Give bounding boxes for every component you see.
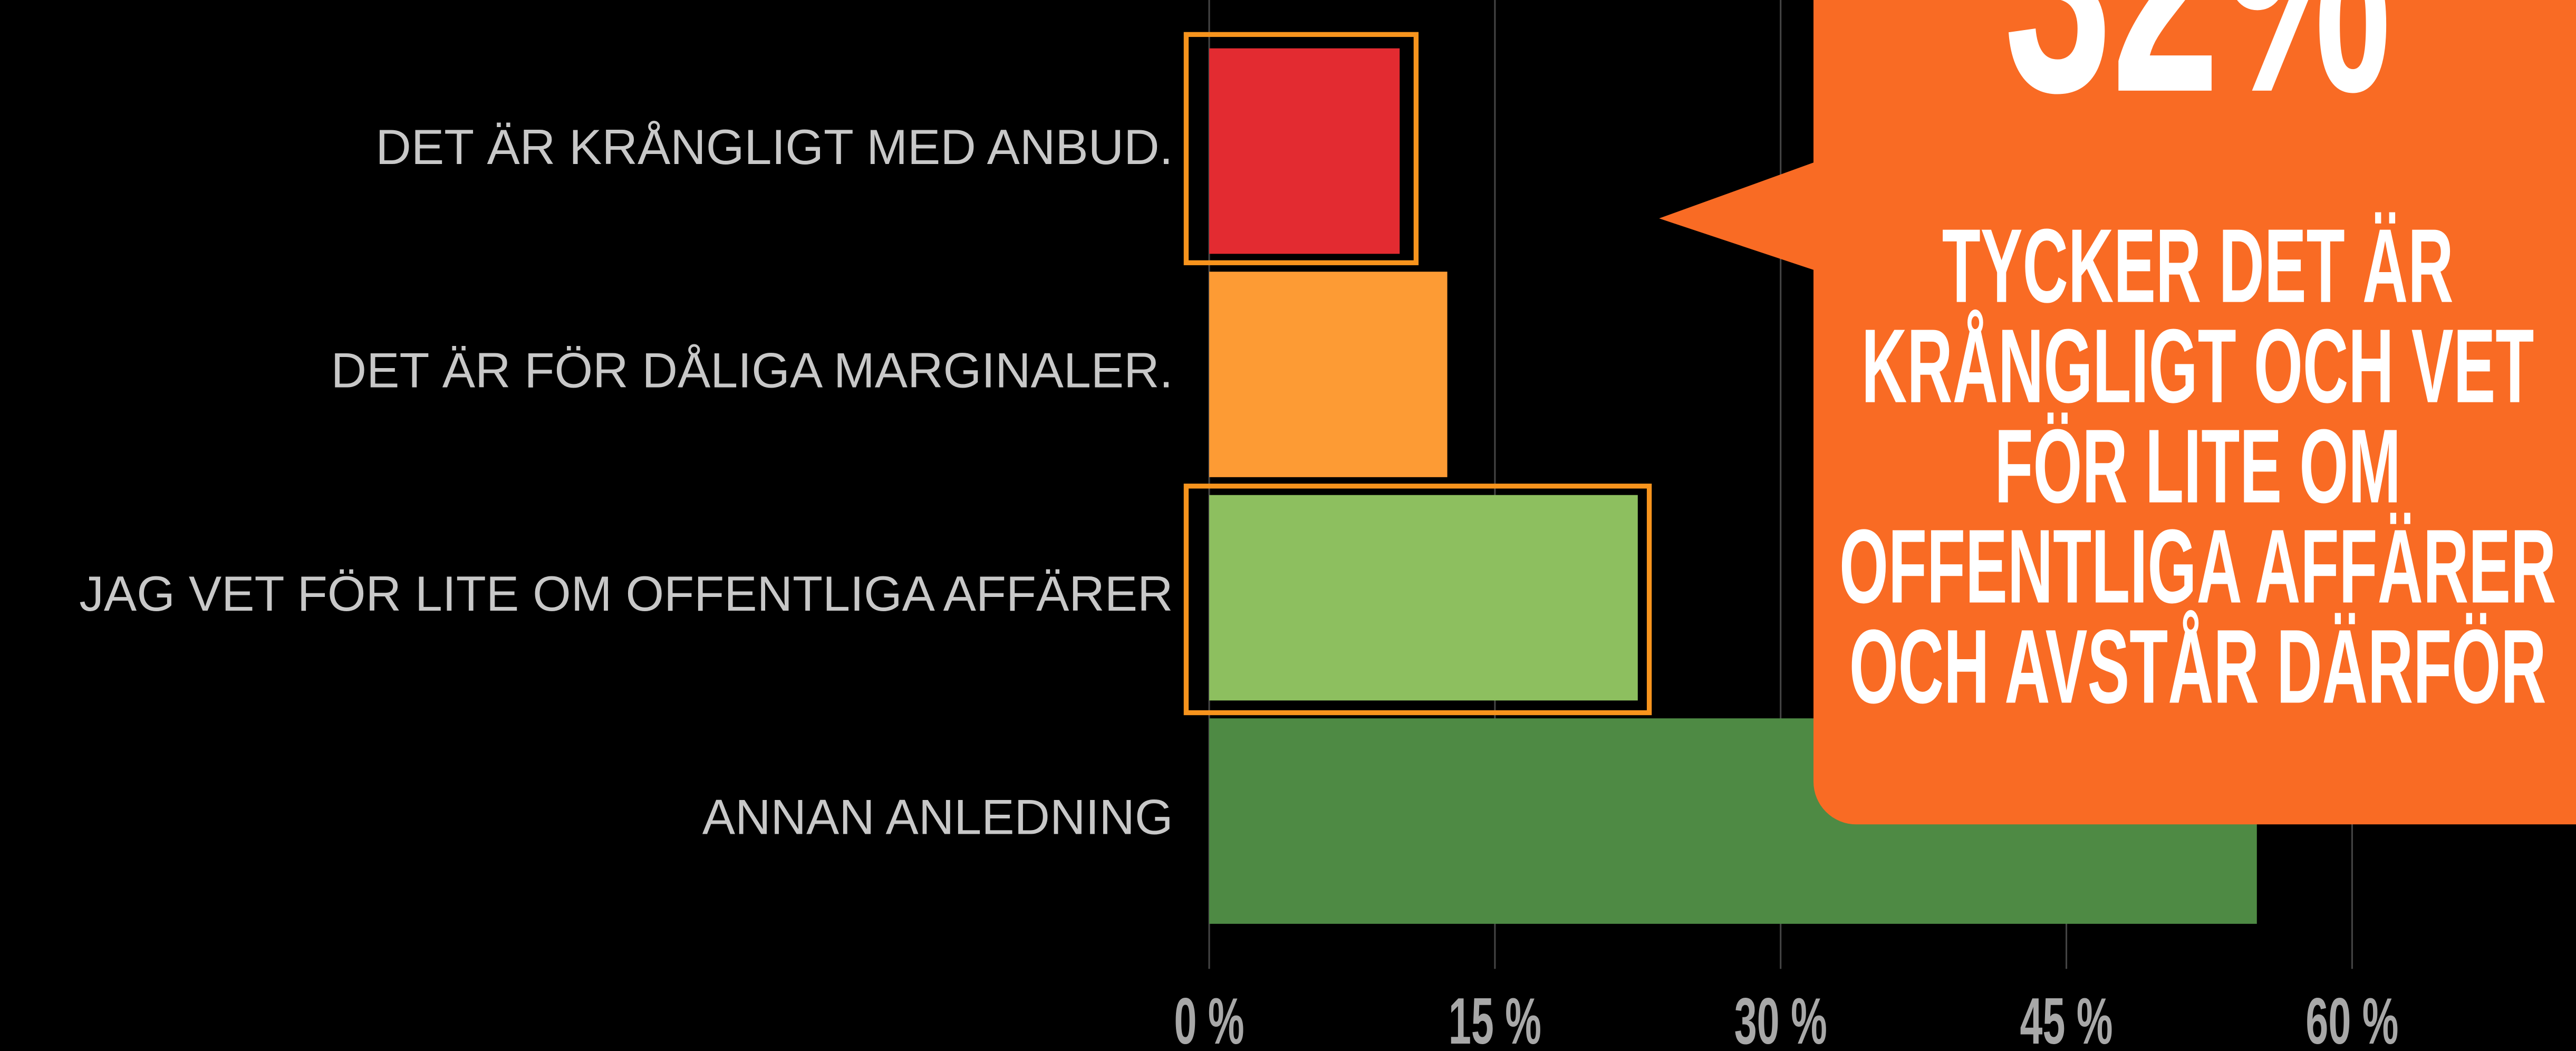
y-tick-label: ANNAN ANLEDNING xyxy=(702,789,1173,845)
callout-text: OCH AVSTÅR DÄRFÖR xyxy=(1849,608,2546,725)
callout-pointer xyxy=(1659,156,1832,276)
y-tick-label: DET ÄR KRÅNGLIGT MED ANBUD. xyxy=(375,119,1173,175)
callout-text: TYCKER DET ÄR xyxy=(1942,207,2454,324)
callout-headline: 32% xyxy=(2004,0,2391,157)
y-tick-label: DET ÄR FÖR DÅLIGA MARGINALER. xyxy=(331,343,1173,398)
callout-box xyxy=(1813,0,2576,825)
highlight-box xyxy=(1183,32,1419,265)
x-tick-label: 45 % xyxy=(2020,984,2113,1051)
x-tick-label: 0 % xyxy=(1174,984,1244,1051)
callout-text: FÖR LITE OM xyxy=(1994,407,2400,525)
bar xyxy=(1209,48,1400,254)
x-tick-label: 15 % xyxy=(1449,984,1541,1051)
callout-text: OFFENTLIGA AFFÄRER xyxy=(1839,507,2556,625)
x-tick-label: 60 % xyxy=(2305,984,2398,1051)
callout-text: KRÅNGLIGT OCH VET xyxy=(1861,307,2534,425)
highlight-box xyxy=(1183,484,1652,716)
x-tick-label: 30 % xyxy=(1734,984,1827,1051)
y-tick-label: JAG VET FÖR LITE OM OFFENTLIGA AFFÄRER xyxy=(79,566,1173,621)
bar xyxy=(1209,272,1448,477)
bar xyxy=(1209,495,1638,701)
